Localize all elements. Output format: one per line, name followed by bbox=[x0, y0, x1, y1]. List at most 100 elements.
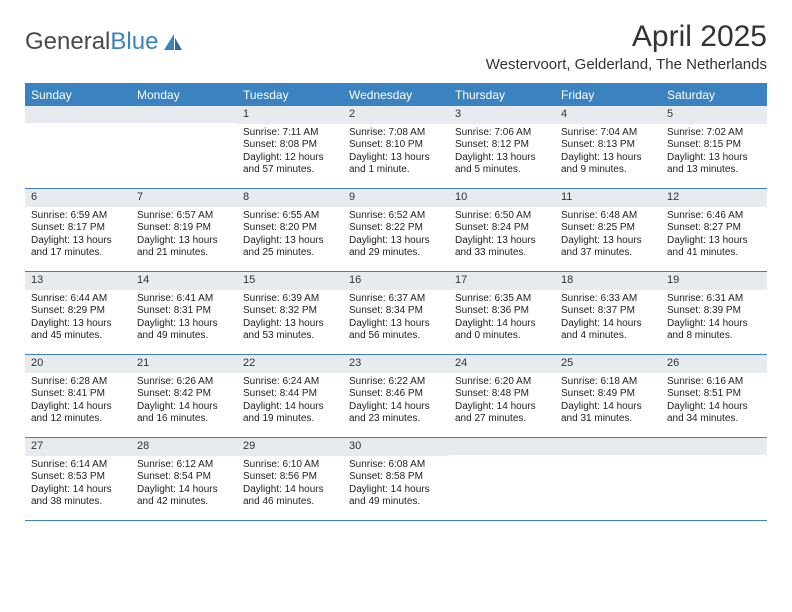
sunset-line: Sunset: 8:10 PM bbox=[349, 139, 443, 152]
day-cell: 15Sunrise: 6:39 AMSunset: 8:32 PMDayligh… bbox=[237, 272, 343, 354]
sunset-line: Sunset: 8:17 PM bbox=[31, 222, 125, 235]
day-body: Sunrise: 7:06 AMSunset: 8:12 PMDaylight:… bbox=[449, 124, 555, 181]
dow-friday: Friday bbox=[555, 84, 661, 106]
day-cell: 6Sunrise: 6:59 AMSunset: 8:17 PMDaylight… bbox=[25, 189, 131, 271]
day-body: Sunrise: 6:41 AMSunset: 8:31 PMDaylight:… bbox=[131, 290, 237, 347]
daylight-line: Daylight: 14 hours and 23 minutes. bbox=[349, 401, 443, 426]
day-cell bbox=[555, 438, 661, 520]
sunset-line: Sunset: 8:36 PM bbox=[455, 305, 549, 318]
day-number: 13 bbox=[25, 272, 131, 290]
sunrise-line: Sunrise: 6:59 AM bbox=[31, 210, 125, 223]
daylight-line: Daylight: 14 hours and 8 minutes. bbox=[667, 318, 761, 343]
day-cell: 17Sunrise: 6:35 AMSunset: 8:36 PMDayligh… bbox=[449, 272, 555, 354]
week-row: 1Sunrise: 7:11 AMSunset: 8:08 PMDaylight… bbox=[25, 106, 767, 189]
day-cell: 1Sunrise: 7:11 AMSunset: 8:08 PMDaylight… bbox=[237, 106, 343, 188]
sunset-line: Sunset: 8:27 PM bbox=[667, 222, 761, 235]
day-body: Sunrise: 7:04 AMSunset: 8:13 PMDaylight:… bbox=[555, 124, 661, 181]
day-cell: 19 Sunrise: 6:31 AMSunset: 8:39 PMDayligh… bbox=[661, 272, 767, 354]
sunset-line: Sunset: 8:39 PM bbox=[667, 305, 761, 318]
day-number bbox=[555, 438, 661, 455]
daylight-line: Daylight: 13 hours and 1 minute. bbox=[349, 152, 443, 177]
daylight-line: Daylight: 13 hours and 49 minutes. bbox=[137, 318, 231, 343]
daylight-line: Daylight: 14 hours and 16 minutes. bbox=[137, 401, 231, 426]
day-number: 14 bbox=[131, 272, 237, 290]
day-cell: 4Sunrise: 7:04 AMSunset: 8:13 PMDaylight… bbox=[555, 106, 661, 188]
day-body: Sunrise: 6:24 AMSunset: 8:44 PMDaylight:… bbox=[237, 373, 343, 430]
sunrise-line: Sunrise: 6:31 AM bbox=[667, 293, 761, 306]
day-cell: 9Sunrise: 6:52 AMSunset: 8:22 PMDaylight… bbox=[343, 189, 449, 271]
daylight-line: Daylight: 13 hours and 45 minutes. bbox=[31, 318, 125, 343]
sunrise-line: Sunrise: 6:35 AM bbox=[455, 293, 549, 306]
sunset-line: Sunset: 8:46 PM bbox=[349, 388, 443, 401]
day-number: 26 bbox=[661, 355, 767, 373]
day-cell bbox=[25, 106, 131, 188]
sunset-line: Sunset: 8:19 PM bbox=[137, 222, 231, 235]
sunrise-line: Sunrise: 6:20 AM bbox=[455, 376, 549, 389]
sunrise-line: Sunrise: 6:41 AM bbox=[137, 293, 231, 306]
sunset-line: Sunset: 8:29 PM bbox=[31, 305, 125, 318]
daylight-line: Daylight: 13 hours and 33 minutes. bbox=[455, 235, 549, 260]
day-cell bbox=[449, 438, 555, 520]
sunrise-line: Sunrise: 7:02 AM bbox=[667, 127, 761, 140]
day-body: Sunrise: 6:08 AMSunset: 8:58 PMDaylight:… bbox=[343, 456, 449, 513]
dow-monday: Monday bbox=[131, 84, 237, 106]
day-cell: 28Sunrise: 6:12 AMSunset: 8:54 PMDayligh… bbox=[131, 438, 237, 520]
sunrise-line: Sunrise: 7:11 AM bbox=[243, 127, 337, 140]
day-number: 4 bbox=[555, 106, 661, 124]
sunset-line: Sunset: 8:15 PM bbox=[667, 139, 761, 152]
sunset-line: Sunset: 8:13 PM bbox=[561, 139, 655, 152]
day-number: 19 bbox=[661, 272, 767, 290]
daylight-line: Daylight: 14 hours and 42 minutes. bbox=[137, 484, 231, 509]
day-cell: 13Sunrise: 6:44 AMSunset: 8:29 PMDayligh… bbox=[25, 272, 131, 354]
sunset-line: Sunset: 8:12 PM bbox=[455, 139, 549, 152]
daylight-line: Daylight: 13 hours and 29 minutes. bbox=[349, 235, 443, 260]
brand-part1: General bbox=[25, 28, 110, 56]
day-cell: 16Sunrise: 6:37 AMSunset: 8:34 PMDayligh… bbox=[343, 272, 449, 354]
daylight-line: Daylight: 13 hours and 25 minutes. bbox=[243, 235, 337, 260]
day-body: Sunrise: 6:55 AMSunset: 8:20 PMDaylight:… bbox=[237, 207, 343, 264]
sunset-line: Sunset: 8:48 PM bbox=[455, 388, 549, 401]
day-number: 9 bbox=[343, 189, 449, 207]
dow-wednesday: Wednesday bbox=[343, 84, 449, 106]
sunrise-line: Sunrise: 6:55 AM bbox=[243, 210, 337, 223]
day-body: Sunrise: 6:39 AMSunset: 8:32 PMDaylight:… bbox=[237, 290, 343, 347]
day-cell: 12Sunrise: 6:46 AMSunset: 8:27 PMDayligh… bbox=[661, 189, 767, 271]
day-number: 25 bbox=[555, 355, 661, 373]
day-number: 24 bbox=[449, 355, 555, 373]
day-number: 20 bbox=[25, 355, 131, 373]
day-number: 16 bbox=[343, 272, 449, 290]
sunrise-line: Sunrise: 6:18 AM bbox=[561, 376, 655, 389]
daylight-line: Daylight: 14 hours and 49 minutes. bbox=[349, 484, 443, 509]
day-body: Sunrise: 6:59 AMSunset: 8:17 PMDaylight:… bbox=[25, 207, 131, 264]
daylight-line: Daylight: 13 hours and 17 minutes. bbox=[31, 235, 125, 260]
day-cell: 27Sunrise: 6:14 AMSunset: 8:53 PMDayligh… bbox=[25, 438, 131, 520]
day-of-week-row: Sunday Monday Tuesday Wednesday Thursday… bbox=[25, 84, 767, 106]
day-number: 7 bbox=[131, 189, 237, 207]
sunset-line: Sunset: 8:53 PM bbox=[31, 471, 125, 484]
sunrise-line: Sunrise: 6:44 AM bbox=[31, 293, 125, 306]
sunset-line: Sunset: 8:20 PM bbox=[243, 222, 337, 235]
brand-part2: Blue bbox=[110, 28, 158, 56]
sunset-line: Sunset: 8:22 PM bbox=[349, 222, 443, 235]
sunrise-line: Sunrise: 6:46 AM bbox=[667, 210, 761, 223]
daylight-line: Daylight: 13 hours and 37 minutes. bbox=[561, 235, 655, 260]
sunset-line: Sunset: 8:32 PM bbox=[243, 305, 337, 318]
sunset-line: Sunset: 8:44 PM bbox=[243, 388, 337, 401]
day-number: 17 bbox=[449, 272, 555, 290]
sunrise-line: Sunrise: 6:14 AM bbox=[31, 459, 125, 472]
calendar-grid: Sunday Monday Tuesday Wednesday Thursday… bbox=[25, 83, 767, 521]
calendar-page: GeneralBlue April 2025 Westervoort, Geld… bbox=[0, 0, 792, 531]
sunrise-line: Sunrise: 6:48 AM bbox=[561, 210, 655, 223]
sunset-line: Sunset: 8:51 PM bbox=[667, 388, 761, 401]
day-cell: 2Sunrise: 7:08 AMSunset: 8:10 PMDaylight… bbox=[343, 106, 449, 188]
day-cell: 20Sunrise: 6:28 AMSunset: 8:41 PMDayligh… bbox=[25, 355, 131, 437]
day-cell: 29Sunrise: 6:10 AMSunset: 8:56 PMDayligh… bbox=[237, 438, 343, 520]
daylight-line: Daylight: 13 hours and 5 minutes. bbox=[455, 152, 549, 177]
sunset-line: Sunset: 8:34 PM bbox=[349, 305, 443, 318]
day-number: 27 bbox=[25, 438, 131, 456]
week-row: 27 Sunrise: 6:14 AMSunset: 8:53 PM Dayligh… bbox=[25, 438, 767, 521]
day-number bbox=[25, 106, 131, 123]
day-cell: 7Sunrise: 6:57 AMSunset: 8:19 PMDaylight… bbox=[131, 189, 237, 271]
day-body: Sunrise: 6:44 AMSunset: 8:29 PMDaylight:… bbox=[25, 290, 131, 347]
day-body: Sunrise: 6:22 AMSunset: 8:46 PMDaylight:… bbox=[343, 373, 449, 430]
